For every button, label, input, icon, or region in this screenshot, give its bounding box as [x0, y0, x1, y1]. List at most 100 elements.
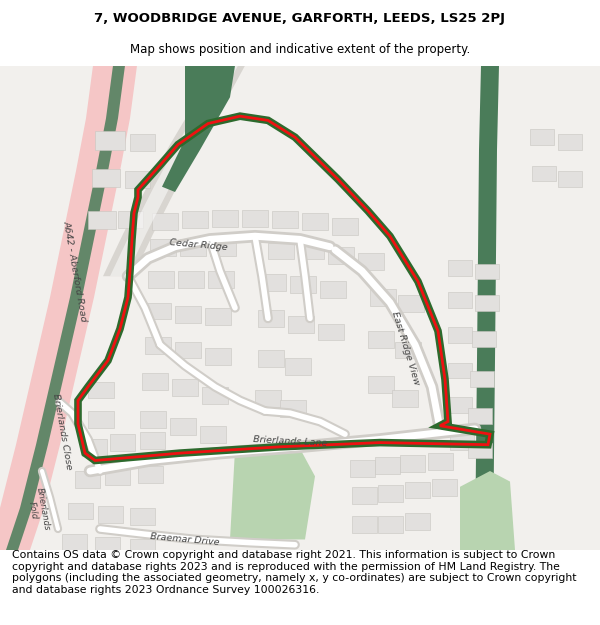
Text: Brierlands Close: Brierlands Close	[51, 393, 73, 471]
Text: East Ridge View: East Ridge View	[389, 310, 421, 386]
Bar	[358, 253, 384, 270]
Bar	[180, 239, 206, 256]
Bar	[98, 506, 123, 522]
Bar	[352, 516, 377, 533]
Bar	[95, 538, 120, 554]
Polygon shape	[475, 66, 499, 550]
Bar	[88, 381, 114, 398]
Bar	[130, 134, 155, 151]
Bar	[152, 213, 178, 230]
Bar	[378, 516, 403, 533]
Bar	[368, 376, 394, 393]
Bar	[82, 439, 107, 456]
Bar	[472, 331, 496, 347]
Bar	[170, 418, 196, 435]
Bar	[448, 261, 472, 276]
Bar	[368, 331, 394, 348]
Bar	[532, 166, 556, 181]
Text: 7, WOODBRIDGE AVENUE, GARFORTH, LEEDS, LS25 2PJ: 7, WOODBRIDGE AVENUE, GARFORTH, LEEDS, L…	[95, 12, 505, 25]
Bar	[110, 434, 135, 451]
Bar	[172, 379, 198, 396]
Bar	[92, 169, 120, 187]
Bar	[302, 213, 328, 230]
Polygon shape	[103, 66, 245, 276]
Bar	[318, 324, 344, 341]
Bar	[95, 131, 125, 150]
Bar	[450, 434, 474, 450]
Bar	[350, 461, 375, 478]
Bar	[138, 466, 163, 482]
Bar	[405, 481, 430, 498]
Bar	[75, 471, 100, 488]
Bar	[280, 401, 306, 418]
Bar	[118, 211, 143, 227]
Bar	[378, 485, 403, 501]
Bar	[150, 239, 176, 256]
Bar	[68, 503, 93, 519]
Bar	[398, 295, 424, 312]
Bar	[258, 310, 284, 327]
Bar	[405, 513, 430, 530]
Bar	[448, 362, 472, 378]
Bar	[432, 479, 457, 496]
Bar	[178, 271, 204, 288]
Polygon shape	[110, 66, 238, 276]
Bar	[448, 327, 472, 342]
Bar	[395, 341, 421, 358]
Bar	[290, 276, 316, 293]
Bar	[468, 408, 492, 424]
Bar	[475, 264, 499, 279]
Bar	[332, 218, 358, 235]
Bar	[428, 453, 453, 470]
Bar	[200, 426, 226, 442]
Bar	[175, 306, 201, 322]
Bar	[145, 302, 171, 319]
Polygon shape	[460, 471, 515, 550]
Bar	[210, 239, 236, 256]
Bar	[88, 211, 116, 229]
Bar	[470, 371, 494, 387]
Bar	[205, 348, 231, 364]
Bar	[558, 171, 582, 187]
Bar	[142, 373, 168, 390]
Text: Contains OS data © Crown copyright and database right 2021. This information is : Contains OS data © Crown copyright and d…	[12, 550, 577, 595]
Bar	[285, 358, 311, 375]
Text: Cedar Ridge: Cedar Ridge	[169, 238, 227, 252]
Bar	[328, 247, 354, 264]
Bar	[148, 271, 174, 288]
Bar	[258, 350, 284, 367]
Text: Map shows position and indicative extent of the property.: Map shows position and indicative extent…	[130, 44, 470, 56]
Bar	[468, 442, 492, 458]
Bar	[298, 242, 324, 259]
Bar	[125, 171, 150, 187]
Bar	[272, 211, 298, 227]
Bar	[375, 458, 400, 474]
Bar	[558, 134, 582, 150]
Bar	[260, 274, 286, 291]
Bar	[62, 534, 87, 551]
Bar	[140, 432, 165, 449]
Text: A642 - Aberford Road: A642 - Aberford Road	[62, 219, 88, 322]
Bar	[530, 129, 554, 144]
Bar	[352, 487, 377, 504]
Polygon shape	[0, 66, 137, 550]
Bar	[392, 390, 418, 407]
Bar	[268, 242, 294, 259]
Bar	[400, 455, 425, 472]
Bar	[175, 341, 201, 358]
Bar	[130, 539, 155, 556]
Polygon shape	[6, 66, 125, 550]
Bar	[212, 210, 238, 227]
Bar	[88, 411, 114, 428]
Bar	[475, 295, 499, 311]
Bar	[255, 390, 281, 407]
Bar	[448, 398, 472, 413]
Bar	[320, 281, 346, 298]
Bar	[205, 308, 231, 324]
Text: Braemar Drive: Braemar Drive	[150, 532, 220, 547]
Bar	[448, 292, 472, 308]
Polygon shape	[230, 439, 315, 539]
Bar	[140, 411, 166, 428]
Text: Brierlands Lane: Brierlands Lane	[253, 435, 328, 448]
Bar	[145, 338, 171, 354]
